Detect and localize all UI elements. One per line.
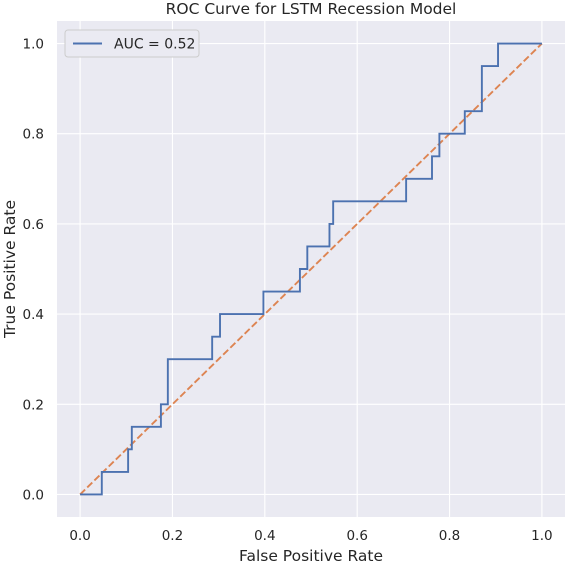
x-tick-label: 0.4 bbox=[254, 528, 275, 544]
y-tick-label: 0.0 bbox=[23, 487, 44, 503]
roc-curve-line bbox=[80, 42, 542, 496]
series-layer bbox=[79, 42, 543, 496]
x-tick-label: 0.6 bbox=[346, 528, 367, 544]
x-tick-label: 1.0 bbox=[531, 528, 552, 544]
tick-labels: 0.0 0.2 0.4 0.6 0.8 1.0 0.0 0.2 0.4 0.6 0.8 1.0 bbox=[23, 37, 553, 544]
legend-box bbox=[64, 29, 200, 58]
legend-label-auc: AUC = 0.52 bbox=[114, 37, 195, 53]
y-tick-label: 0.4 bbox=[23, 307, 44, 323]
chart-title: ROC Curve for LSTM Recession Model bbox=[166, 0, 457, 18]
legend: AUC = 0.52 bbox=[64, 29, 200, 58]
x-tick-label: 0.2 bbox=[162, 528, 183, 544]
reference-diagonal-line bbox=[79, 42, 543, 496]
y-tick-label: 1.0 bbox=[23, 37, 44, 53]
grid-lines bbox=[57, 21, 565, 517]
x-axis-label: False Positive Rate bbox=[239, 547, 383, 565]
y-tick-label: 0.8 bbox=[23, 127, 44, 143]
y-tick-label: 0.6 bbox=[23, 217, 44, 233]
x-tick-label: 0.0 bbox=[69, 528, 90, 544]
y-tick-label: 0.2 bbox=[23, 397, 44, 413]
y-axis-label: True Positive Rate bbox=[1, 200, 19, 339]
x-tick-label: 0.8 bbox=[439, 528, 460, 544]
